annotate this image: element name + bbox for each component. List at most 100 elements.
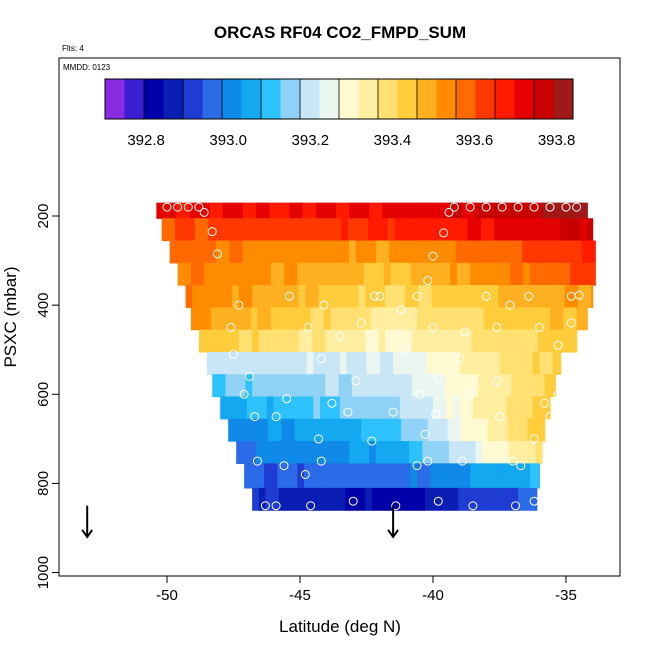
sample-point xyxy=(449,202,459,212)
heatmap-cell xyxy=(361,418,369,442)
sample-point xyxy=(465,389,475,399)
heatmap-cell xyxy=(244,262,252,286)
heatmap-cell xyxy=(373,351,381,375)
heatmap-cell xyxy=(302,240,310,264)
heatmap-cell xyxy=(260,351,268,375)
heatmap-cell xyxy=(458,329,466,353)
heatmap-cell xyxy=(218,285,227,308)
heatmap-cell xyxy=(176,240,184,264)
heatmap-cell xyxy=(551,329,559,353)
heatmap-cell xyxy=(492,396,501,420)
heatmap-cell xyxy=(520,418,529,442)
heatmap-cell xyxy=(327,218,336,242)
heatmap-cell xyxy=(350,307,358,331)
heatmap-cell xyxy=(338,374,346,398)
heatmap-cell xyxy=(538,374,546,398)
colorbar-swatch xyxy=(183,79,203,119)
heatmap-cell xyxy=(225,329,233,353)
heatmap-cell xyxy=(345,285,353,308)
heatmap-cell xyxy=(523,262,531,286)
heatmap-cell xyxy=(343,463,352,489)
heatmap-cell xyxy=(296,240,304,264)
heatmap-cell xyxy=(326,396,334,420)
heatmap-cell xyxy=(402,240,410,264)
heatmap-cell xyxy=(236,441,244,464)
sample-point xyxy=(516,461,526,471)
heatmap-cell xyxy=(269,441,277,464)
heatmap-cell xyxy=(474,218,482,242)
heatmap-cell xyxy=(431,487,439,511)
sample-point xyxy=(431,409,441,419)
heatmap-cell xyxy=(354,418,362,442)
heatmap-cell xyxy=(405,374,413,398)
heatmap-cell xyxy=(435,240,443,264)
sample-point xyxy=(444,207,454,217)
heatmap-cell xyxy=(478,329,486,353)
heatmap-cell xyxy=(241,218,249,242)
heatmap-cell xyxy=(381,418,389,442)
heatmap-cell xyxy=(278,329,286,353)
heatmap-cell xyxy=(458,285,466,308)
sample-point xyxy=(561,354,571,364)
heatmap-cell xyxy=(443,307,451,331)
heatmap-cell xyxy=(237,307,245,331)
heatmap-cell xyxy=(258,374,267,398)
heatmap-cell xyxy=(466,396,474,420)
heatmap-cell xyxy=(514,218,522,242)
heatmap-cell xyxy=(345,374,353,398)
y-tick-label: 600 xyxy=(35,382,52,407)
heatmap-cell xyxy=(254,418,263,442)
heatmap-cell xyxy=(281,418,289,442)
heatmap-cell xyxy=(262,441,271,464)
heatmap-cell xyxy=(343,262,352,286)
heatmap-cell xyxy=(471,487,479,511)
heatmap-cell xyxy=(583,307,588,331)
heatmap-cell xyxy=(310,463,318,489)
heatmap-cell xyxy=(335,202,344,219)
heatmap-cell xyxy=(367,418,376,442)
heatmap-cell xyxy=(524,329,533,353)
heatmap-cell xyxy=(516,262,525,286)
colorbar-swatch xyxy=(124,79,145,119)
colorbar-tick-label: 393.4 xyxy=(374,132,412,149)
heatmap-cell xyxy=(438,374,446,398)
heatmap-cell xyxy=(349,240,357,264)
heatmap-cell xyxy=(383,307,392,331)
heatmap-cell xyxy=(321,218,329,242)
heatmap-cell xyxy=(410,262,418,286)
heatmap-cell xyxy=(264,463,272,489)
heatmap-cell xyxy=(362,240,370,264)
heatmap-cell xyxy=(543,262,551,286)
heatmap-cell xyxy=(564,285,572,308)
sample-point xyxy=(420,429,430,439)
colorbar-tick-label: 392.8 xyxy=(127,132,165,149)
heatmap-cell xyxy=(266,351,274,375)
heatmap-cell xyxy=(319,396,328,420)
sample-point xyxy=(428,251,438,261)
heatmap-cell xyxy=(198,329,207,353)
sample-point xyxy=(511,501,520,511)
sample-point xyxy=(367,436,377,446)
heatmap-cell xyxy=(339,351,348,375)
sample-point xyxy=(300,470,310,479)
heatmap-cell xyxy=(490,262,498,286)
heatmap-cell xyxy=(458,374,466,398)
heatmap-cell xyxy=(475,240,483,264)
heatmap-cell xyxy=(226,351,235,375)
heatmap-cell xyxy=(389,240,397,264)
heatmap-cell xyxy=(288,218,296,242)
heatmap-cell xyxy=(504,329,513,353)
heatmap-cell xyxy=(436,307,445,331)
heatmap-cell xyxy=(229,202,237,219)
sample-point xyxy=(335,331,345,341)
heatmap-cell xyxy=(395,240,404,264)
heatmap-cell xyxy=(301,218,309,242)
heatmap-cell xyxy=(405,285,413,308)
heatmap-cell xyxy=(370,262,378,286)
heatmap-cell xyxy=(401,418,409,442)
heatmap-cell xyxy=(508,202,517,219)
heatmap-cell xyxy=(498,487,506,511)
heatmap-cell xyxy=(276,202,284,219)
heatmap-cell xyxy=(413,396,421,420)
heatmap-cell xyxy=(528,441,537,464)
